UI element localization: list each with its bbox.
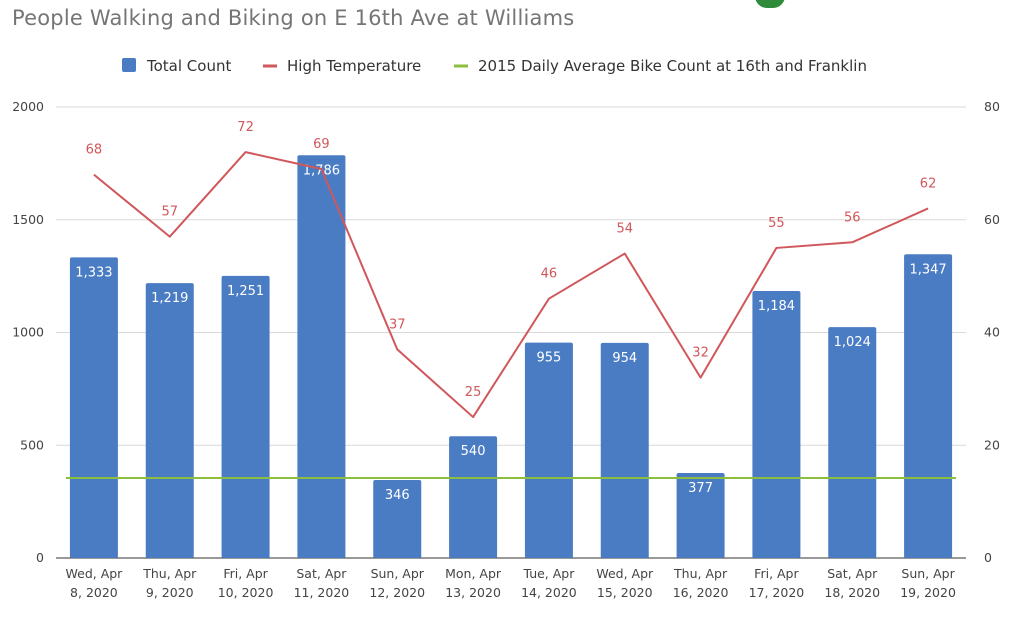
legend-swatch-total-count	[122, 58, 136, 72]
y-left-tick-label: 500	[20, 437, 44, 452]
bar-data-label: 954	[612, 351, 637, 366]
temperature-data-label: 25	[465, 385, 482, 400]
x-tick-label: Sat, Apr	[827, 566, 878, 581]
bar-data-label: 955	[537, 351, 562, 366]
x-tick-label: Sat, Apr	[296, 566, 347, 581]
x-tick-label: 11, 2020	[294, 585, 350, 600]
bar-data-label: 1,333	[75, 265, 112, 280]
y-right-tick-label: 60	[984, 212, 1000, 227]
y-right-tick-label: 40	[984, 325, 1000, 340]
y-right-tick-label: 20	[984, 437, 1000, 452]
x-tick-label: 16, 2020	[673, 585, 729, 600]
temperature-data-label: 54	[616, 222, 633, 237]
legend-label-high-temperature: High Temperature	[287, 57, 421, 75]
x-tick-label: Sun, Apr	[371, 566, 425, 581]
x-tick-label: 13, 2020	[445, 585, 501, 600]
bar-data-label: 346	[385, 488, 410, 503]
bar	[828, 327, 877, 558]
x-tick-label: Fri, Apr	[754, 566, 799, 581]
y-left-tick-label: 0	[36, 550, 44, 565]
x-tick-label: 10, 2020	[218, 585, 274, 600]
x-tick-label: 8, 2020	[70, 585, 118, 600]
bar-data-label: 540	[461, 444, 486, 459]
x-tick-label: 19, 2020	[900, 585, 956, 600]
x-tick-label: 15, 2020	[597, 585, 653, 600]
temperature-data-label: 68	[86, 143, 103, 158]
x-tick-label: 14, 2020	[521, 585, 577, 600]
bar	[297, 155, 346, 558]
bar	[600, 342, 649, 558]
y-left-tick-label: 1000	[12, 325, 44, 340]
temperature-data-label: 37	[389, 317, 406, 332]
x-tick-label: Mon, Apr	[445, 566, 502, 581]
temperature-data-label: 57	[161, 205, 178, 220]
legend-label-total-count: Total Count	[146, 57, 231, 75]
y-left-tick-label: 2000	[12, 99, 44, 114]
corner-decoration	[755, 0, 785, 8]
bar	[524, 342, 573, 558]
x-tick-label: 12, 2020	[369, 585, 425, 600]
chart-title: People Walking and Biking on E 16th Ave …	[12, 6, 575, 30]
temperature-data-label: 32	[692, 346, 709, 361]
bar-data-label: 1,347	[909, 262, 946, 277]
x-tick-label: Sun, Apr	[901, 566, 955, 581]
x-tick-label: Wed, Apr	[66, 566, 124, 581]
x-tick-label: Fri, Apr	[223, 566, 268, 581]
x-tick-label: Wed, Apr	[596, 566, 654, 581]
bar-data-label: 1,024	[834, 335, 871, 350]
x-tick-label: 18, 2020	[824, 585, 880, 600]
bar	[145, 283, 194, 558]
y-right-tick-label: 0	[984, 550, 992, 565]
y-left-tick-label: 1500	[12, 212, 44, 227]
bar-data-label: 1,184	[758, 299, 795, 314]
x-tick-label: Thu, Apr	[673, 566, 728, 581]
bar	[676, 472, 725, 558]
bar	[373, 479, 422, 558]
bar-data-label: 1,219	[151, 291, 188, 306]
temperature-data-label: 72	[237, 120, 254, 135]
y-right-tick-label: 80	[984, 99, 1000, 114]
bar	[449, 436, 498, 558]
temperature-data-label: 62	[920, 176, 937, 191]
temperature-data-label: 55	[768, 216, 785, 231]
x-tick-label: Thu, Apr	[142, 566, 197, 581]
bar-data-label: 1,251	[227, 284, 264, 299]
bar-data-label: 377	[688, 481, 713, 496]
x-tick-label: Tue, Apr	[522, 566, 575, 581]
bar	[221, 275, 270, 558]
x-tick-label: 9, 2020	[146, 585, 194, 600]
bar	[904, 254, 953, 558]
bar	[69, 257, 118, 558]
legend-label-average: 2015 Daily Average Bike Count at 16th an…	[478, 57, 867, 75]
temperature-data-label: 69	[313, 137, 330, 152]
temperature-line	[93, 151, 929, 419]
x-tick-label: 17, 2020	[749, 585, 805, 600]
temperature-data-label: 56	[844, 210, 861, 225]
temperature-data-label: 46	[541, 267, 558, 282]
bar	[752, 291, 801, 558]
